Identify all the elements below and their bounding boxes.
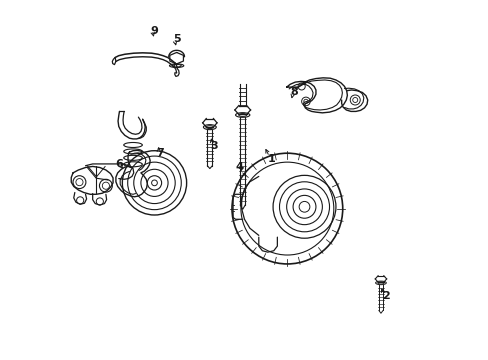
Text: 7: 7: [156, 148, 164, 158]
Text: 8: 8: [290, 87, 298, 98]
Text: 6: 6: [115, 159, 122, 169]
Text: 3: 3: [210, 141, 218, 151]
Text: 9: 9: [150, 26, 158, 36]
Text: 4: 4: [235, 162, 243, 172]
Text: 1: 1: [267, 154, 275, 163]
Text: 5: 5: [172, 34, 180, 44]
Text: 2: 2: [381, 291, 388, 301]
